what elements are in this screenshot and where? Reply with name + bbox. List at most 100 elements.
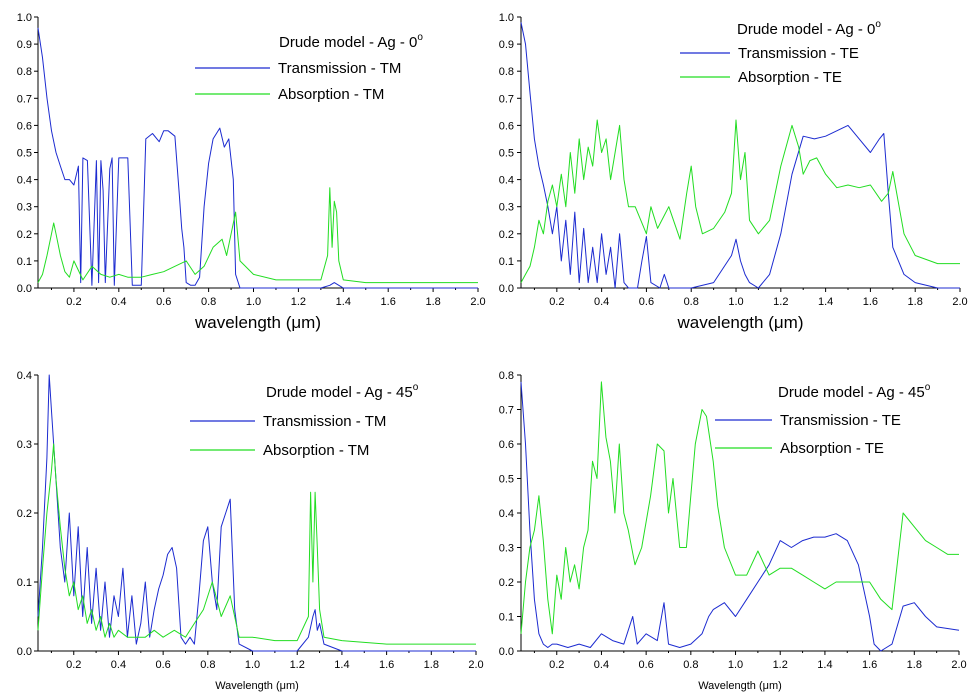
x-tick-label: 0.4 (111, 296, 126, 308)
chart-panel-1: 0.0 0.1 0.2 0.3 0.4 0.5 0.6 0.7 0.8 0.9 1.0 0.2 0.4 0… (17, 12, 486, 332)
legend-entry-transmission: Transmission - TE (738, 45, 859, 62)
y-tick-label: 0.1 (17, 256, 32, 268)
x-tick-label: 1.6 (862, 659, 877, 671)
x-tick-label: 1.2 (290, 659, 305, 671)
transmission-series-line (520, 22, 960, 289)
y-tick-label: 0.2 (499, 229, 514, 241)
legend-entry-absorption: Absorption - TE (738, 69, 842, 86)
legend-title: Drude model - Ag - 0o (737, 19, 881, 38)
legend-title-degree: o (413, 382, 419, 393)
y-tick-label: 1.0 (17, 12, 32, 24)
x-tick-label: 0.6 (639, 296, 654, 308)
y-tick-label: 0.8 (499, 370, 514, 382)
y-tick-label: 0.4 (499, 175, 514, 187)
y-tick-label: 0.5 (499, 474, 514, 486)
y-tick-label: 0.6 (17, 120, 32, 132)
x-tick-label: 1.0 (245, 659, 260, 671)
y-tick-label: 0.9 (499, 39, 514, 51)
y-tick-label: 0.4 (499, 508, 514, 520)
y-tick-label: 0.6 (499, 120, 514, 132)
x-tick-label: 0.4 (594, 296, 609, 308)
x-tick-label: 1.2 (291, 296, 306, 308)
y-tick-label: 0.3 (499, 202, 514, 214)
y-tick-label: 0.2 (499, 577, 514, 589)
y-tick-label: 0.1 (499, 256, 514, 268)
legend-entry-absorption: Absorption - TM (263, 442, 369, 459)
absorption-series-line (520, 381, 959, 635)
legend-title: Drude model - Ag - 0o (279, 32, 423, 51)
y-tick-label: 0.4 (17, 370, 32, 382)
x-axis-label: wavelength (μm) (676, 313, 803, 332)
x-tick-label: 1.8 (907, 659, 922, 671)
x-tick-label: 0.2 (66, 659, 81, 671)
y-tick-label: 0.1 (499, 612, 514, 624)
y-tick-label: 0.3 (17, 202, 32, 214)
absorption-series-line (37, 443, 476, 645)
transmission-series-line (520, 381, 960, 652)
x-tick-label: 1.6 (379, 659, 394, 671)
y-tick-label: 0.0 (17, 646, 32, 658)
x-tick-label: 1.4 (817, 659, 832, 671)
x-tick-label: 2.0 (470, 296, 485, 308)
transmission-series-line (37, 27, 478, 289)
absorption-series-line (37, 187, 478, 284)
legend: Drude model - Ag - 0o Transmission - TM Ab… (195, 32, 423, 103)
x-tick-label: 2.0 (952, 296, 967, 308)
y-tick-label: 0.8 (17, 66, 32, 78)
x-tick-label: 0.8 (684, 296, 699, 308)
absorption-series-line (520, 119, 960, 283)
x-tick-label: 1.6 (863, 296, 878, 308)
y-tick-label: 0.8 (499, 66, 514, 78)
y-tick-label: 0.3 (499, 543, 514, 555)
x-tick-label: 1.0 (246, 296, 261, 308)
legend-title: Drude model - Ag - 45o (266, 382, 419, 401)
x-tick-label: 1.8 (908, 296, 923, 308)
x-tick-label: 0.2 (549, 659, 564, 671)
legend: Drude model - Ag - 45o Transmission - TE A… (715, 382, 931, 457)
legend-entry-absorption: Absorption - TM (278, 86, 384, 103)
x-tick-label: 1.2 (773, 659, 788, 671)
legend-title-degree: o (875, 19, 881, 30)
y-tick-label: 0.2 (17, 508, 32, 520)
x-axis-label: Wavelength (μm) (215, 680, 299, 692)
x-tick-label: 1.4 (334, 659, 349, 671)
x-tick-label: 0.8 (200, 659, 215, 671)
x-axis-label: Wavelength (μm) (698, 680, 782, 692)
legend-title-degree: o (417, 32, 423, 43)
y-tick-label: 1.0 (499, 12, 514, 24)
chart-panel-4: 0.0 0.1 0.2 0.3 0.4 0.5 0.6 0.7 0.8 0.2 0.4 0.6 0.8 1… (499, 370, 967, 692)
y-tick-label: 0.0 (499, 283, 514, 295)
y-tick-label: 0.0 (17, 283, 32, 295)
x-tick-label: 0.6 (155, 659, 170, 671)
x-tick-label: 1.2 (773, 296, 788, 308)
x-tick-label: 1.4 (818, 296, 833, 308)
x-tick-label: 1.8 (424, 659, 439, 671)
legend: Drude model - Ag - 45o Transmission - TM A… (190, 382, 419, 459)
x-tick-label: 0.6 (638, 659, 653, 671)
y-tick-label: 0.4 (17, 175, 32, 187)
x-tick-label: 2.0 (951, 659, 966, 671)
x-tick-label: 1.6 (381, 296, 396, 308)
x-tick-label: 1.0 (728, 296, 743, 308)
legend-entry-transmission: Transmission - TE (780, 412, 901, 429)
y-tick-label: 0.7 (499, 405, 514, 417)
y-tick-label: 0.5 (17, 148, 32, 160)
y-tick-label: 0.7 (17, 93, 32, 105)
legend: Drude model - Ag - 0o Transmission - TE Ab… (680, 19, 881, 86)
y-tick-label: 0.7 (499, 93, 514, 105)
y-tick-label: 0.6 (499, 439, 514, 451)
x-tick-label: 0.4 (111, 659, 126, 671)
y-tick-label: 0.9 (17, 39, 32, 51)
legend-entry-transmission: Transmission - TM (278, 60, 401, 77)
legend-entry-absorption: Absorption - TE (780, 440, 884, 457)
y-tick-label: 0.2 (17, 229, 32, 241)
x-tick-label: 2.0 (468, 659, 483, 671)
y-tick-label: 0.3 (17, 439, 32, 451)
x-tick-label: 1.4 (336, 296, 351, 308)
x-tick-label: 1.0 (728, 659, 743, 671)
chart-panel-3: 0.0 0.1 0.2 0.3 0.4 0.2 0.4 0.6 0.8 1.0 1.2 1.4 1.6 1… (17, 370, 484, 692)
x-tick-label: 0.8 (201, 296, 216, 308)
legend-entry-transmission: Transmission - TM (263, 413, 386, 430)
y-tick-label: 0.0 (499, 646, 514, 658)
